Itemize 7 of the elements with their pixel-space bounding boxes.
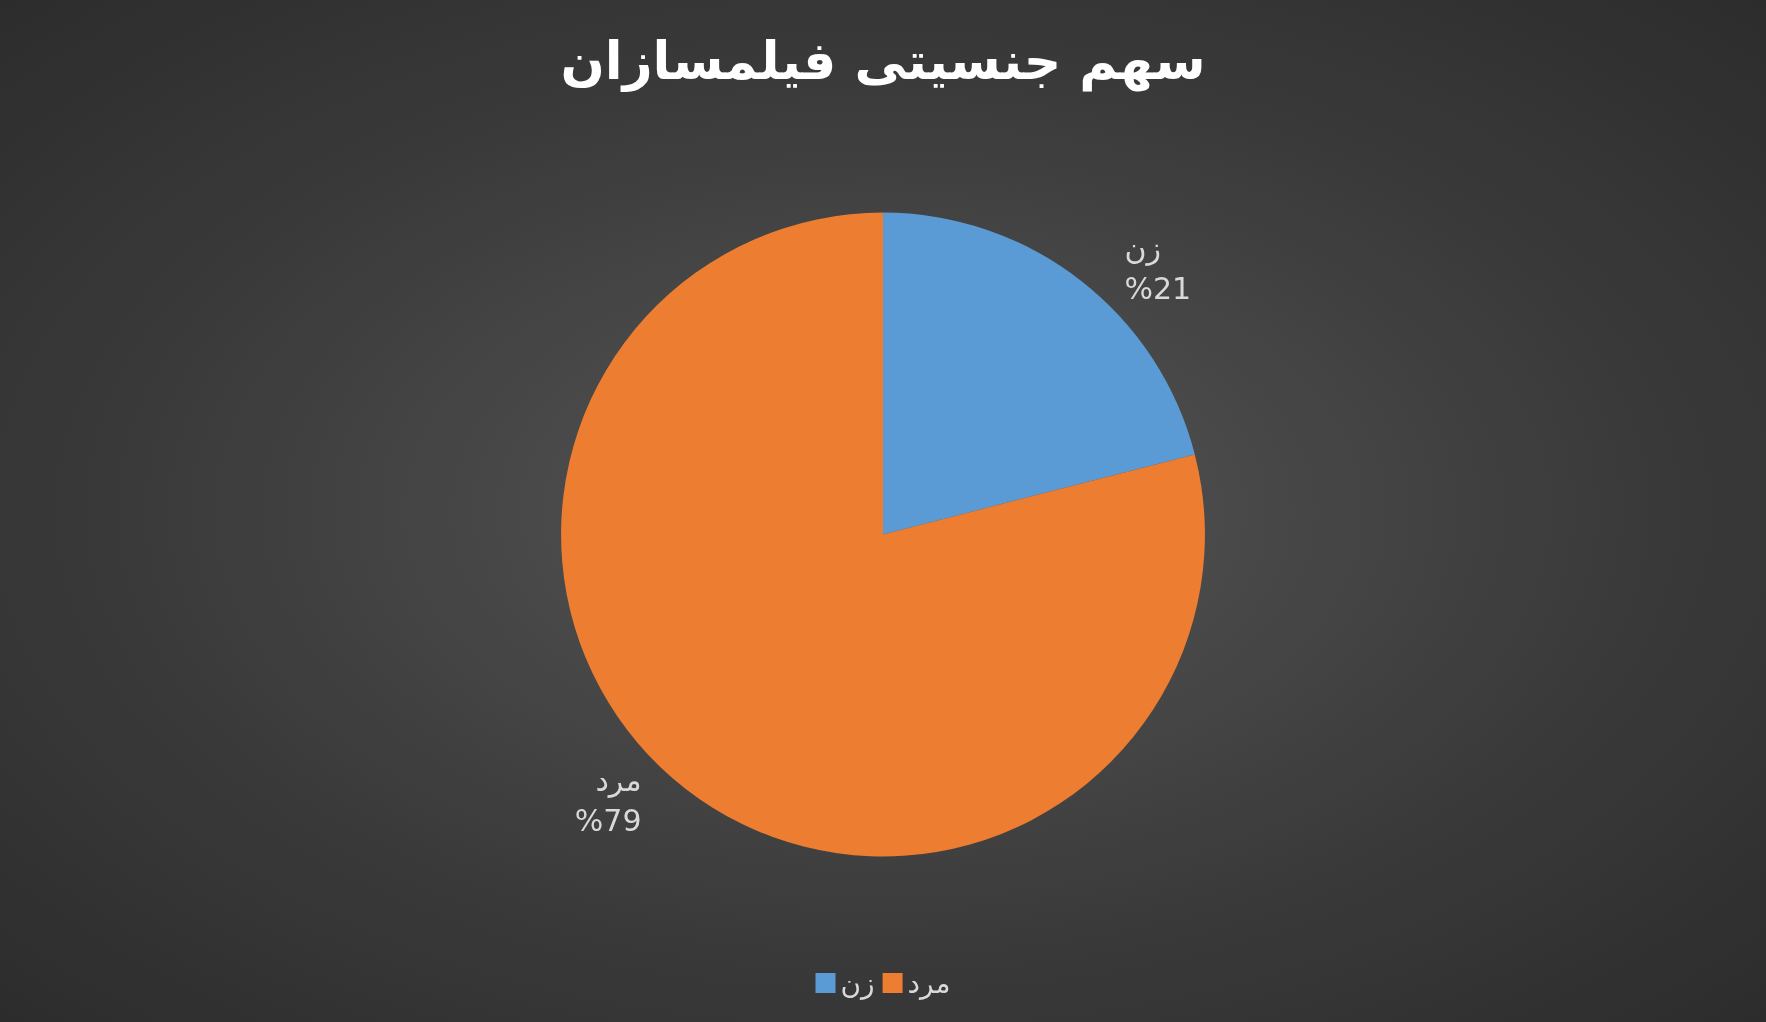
slice-label: مرد — [595, 763, 642, 799]
slice-label: زن — [1124, 230, 1162, 266]
chart-title: سهم جنسیتی فیلمسازان — [560, 31, 1206, 92]
legend-label: زن — [840, 966, 875, 1000]
data-label: %21 — [1124, 270, 1192, 306]
data-label: %79 — [574, 803, 642, 839]
legend-label: مرد — [907, 966, 951, 1000]
